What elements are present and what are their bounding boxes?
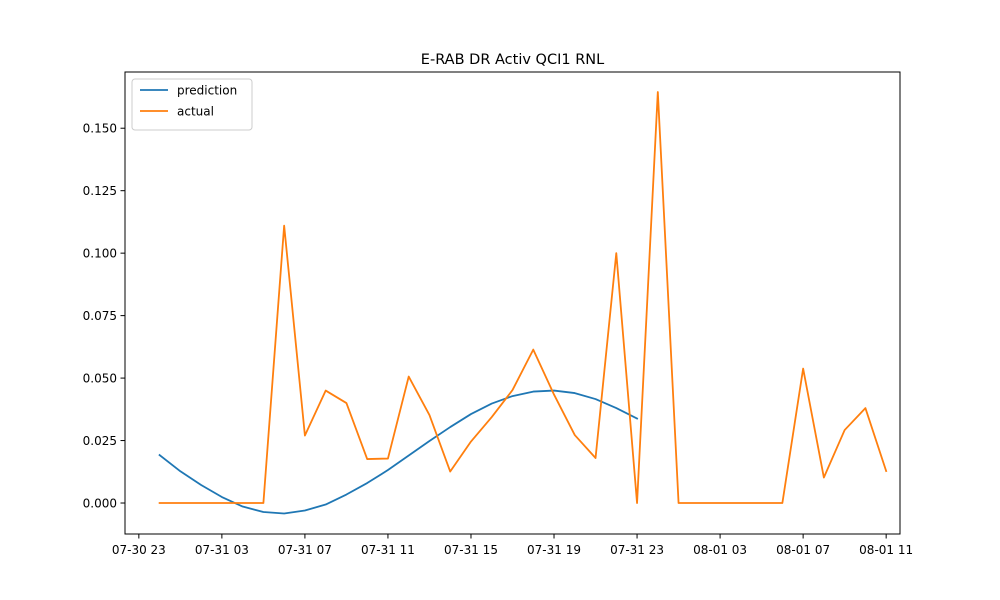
x-tick-label: 07-31 03	[195, 543, 249, 557]
legend-box	[131, 78, 253, 131]
y-tick-label: 0.100	[83, 247, 117, 261]
legend-label: prediction	[177, 84, 237, 98]
x-tick-label: 07-31 23	[610, 543, 664, 557]
series-line-actual	[158, 91, 888, 504]
x-tick-label: 08-01 11	[859, 543, 913, 557]
x-tick-label: 07-31 19	[527, 543, 581, 557]
series-layer	[158, 91, 888, 515]
legend: prediction actual	[131, 78, 253, 131]
x-tick-label: 07-31 15	[444, 543, 498, 557]
y-axis-ticks: 0.000 0.025 0.050 0.075 0.100 0.125 0.150	[83, 122, 125, 511]
y-tick-label: 0.025	[83, 434, 117, 448]
y-tick-label: 0.050	[83, 372, 117, 386]
x-tick-label: 07-30 23	[112, 543, 166, 557]
x-axis-ticks: 07-30 23 07-31 03 07-31 07 07-31 11 07-31 15…	[112, 534, 913, 557]
series-line-prediction	[158, 389, 639, 515]
x-tick-label: 08-01 07	[776, 543, 830, 557]
y-tick-label: 0.000	[83, 497, 117, 511]
x-tick-label: 07-31 11	[361, 543, 415, 557]
x-tick-label: 08-01 03	[693, 543, 747, 557]
y-tick-label: 0.075	[83, 309, 117, 323]
x-tick-label: 07-31 07	[278, 543, 332, 557]
y-tick-label: 0.125	[83, 184, 117, 198]
y-tick-label: 0.150	[83, 122, 117, 136]
plot-frame	[124, 71, 901, 535]
legend-label: actual	[177, 105, 214, 119]
chart-title: E-RAB DR Activ QCI1 RNL	[421, 52, 604, 68]
